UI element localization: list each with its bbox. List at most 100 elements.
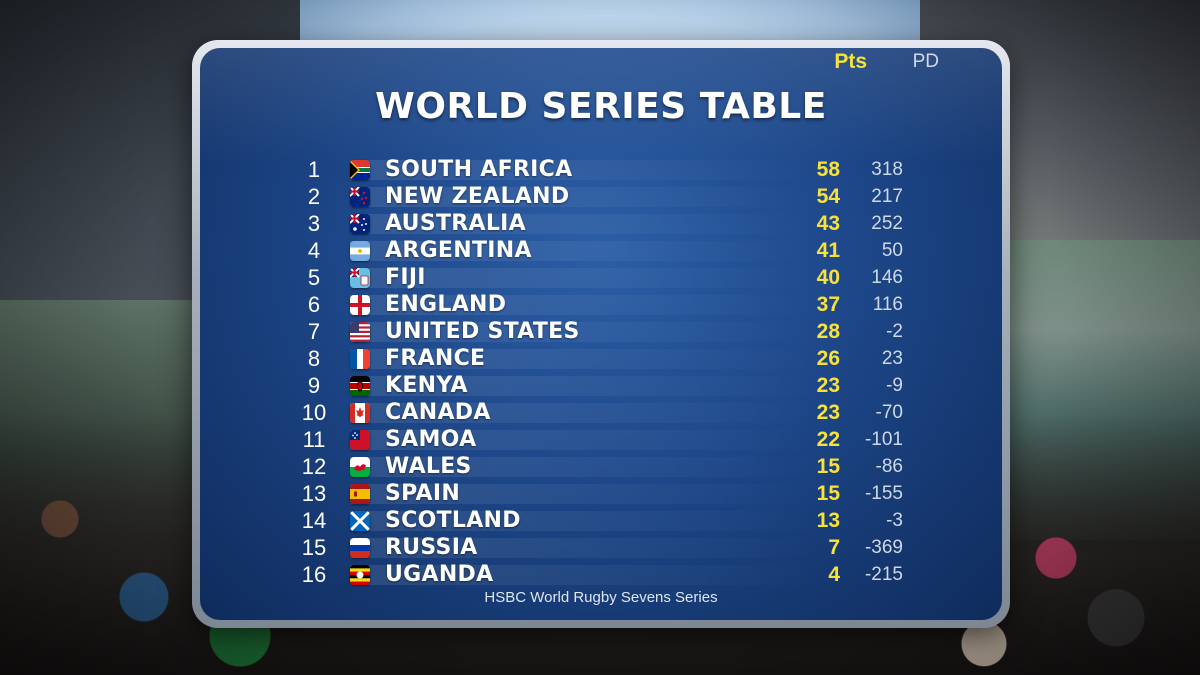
table-title: WORLD SERIES TABLE	[375, 86, 827, 127]
table-row: 12 WALES 15 -86	[200, 453, 1002, 480]
table-row: 1 SOUTH AFRICA 58 318	[200, 156, 1002, 183]
points: 23	[816, 374, 840, 397]
points: 58	[816, 158, 840, 181]
rank: 8	[307, 346, 321, 371]
rank: 6	[307, 292, 321, 317]
table-row: 9 KENYA 23 -9	[200, 372, 1002, 399]
point-difference-column-header: PD	[912, 51, 939, 72]
team-name: SAMOA	[385, 427, 477, 452]
points: 15	[816, 455, 840, 478]
team-name: SOUTH AFRICA	[385, 157, 573, 182]
rank: 2	[307, 184, 321, 209]
row-highlight	[350, 295, 820, 315]
point-difference: 252	[871, 213, 903, 234]
table-row: 6 ENGLAND 37 116	[200, 291, 1002, 318]
row-highlight	[350, 322, 820, 342]
team-name: SCOTLAND	[385, 508, 521, 533]
point-difference: -369	[864, 537, 903, 558]
standings-panel-inner: WORLD SERIES TABLE Pts PD 1 SOUTH AFRICA…	[200, 48, 1002, 620]
team-name: NEW ZEALAND	[385, 184, 570, 209]
points: 40	[816, 266, 840, 289]
points: 15	[816, 482, 840, 505]
point-difference: -155	[864, 483, 903, 504]
row-highlight	[350, 349, 820, 369]
table-row: 7 UNITED STATES 28 -2	[200, 318, 1002, 345]
row-highlight	[350, 187, 820, 207]
table-row: 11 SAMOA 22 -101	[200, 426, 1002, 453]
row-highlight	[350, 268, 820, 288]
row-highlight	[350, 241, 820, 261]
rank: 14	[301, 508, 327, 533]
point-difference: 318	[871, 159, 903, 180]
samoa-flag-icon	[350, 430, 370, 450]
rank: 10	[301, 400, 327, 425]
rank: 13	[301, 481, 327, 506]
points: 26	[816, 347, 840, 370]
table-row: 8 FRANCE 26 23	[200, 345, 1002, 372]
team-name: UGANDA	[385, 562, 494, 587]
south-africa-flag-icon	[350, 160, 370, 180]
team-name: CANADA	[385, 400, 491, 425]
scotland-flag-icon	[350, 511, 370, 531]
table-row: 4 ARGENTINA 41 50	[200, 237, 1002, 264]
rank: 12	[301, 454, 327, 479]
canada-flag-icon	[350, 403, 370, 423]
points-column-header: Pts	[834, 50, 867, 73]
table-row: 16 UGANDA 4 -215	[200, 561, 1002, 588]
row-highlight	[350, 430, 820, 450]
points: 37	[816, 293, 840, 316]
row-highlight	[350, 214, 820, 234]
standings-panel: WORLD SERIES TABLE Pts PD 1 SOUTH AFRICA…	[192, 40, 1010, 628]
wales-flag-icon	[350, 457, 370, 477]
points: 7	[828, 536, 840, 559]
team-name: KENYA	[385, 373, 468, 398]
series-footer: HSBC World Rugby Sevens Series	[484, 589, 718, 606]
table-row: 10 CANADA 23 -70	[200, 399, 1002, 426]
argentina-flag-icon	[350, 241, 370, 261]
row-highlight	[350, 160, 820, 180]
kenya-flag-icon	[350, 376, 370, 396]
row-highlight	[350, 484, 820, 504]
team-name: WALES	[385, 454, 472, 479]
row-highlight	[350, 511, 820, 531]
team-name: AUSTRALIA	[385, 211, 526, 236]
points: 28	[816, 320, 840, 343]
table-row: 15 RUSSIA 7 -369	[200, 534, 1002, 561]
spain-flag-icon	[350, 484, 370, 504]
australia-flag-icon	[350, 214, 370, 234]
fiji-flag-icon	[350, 268, 370, 288]
row-highlight	[350, 403, 820, 423]
points: 4	[828, 563, 840, 586]
team-name: ARGENTINA	[385, 238, 532, 263]
team-name: FIJI	[385, 265, 426, 290]
rank: 9	[307, 373, 321, 398]
rank: 3	[307, 211, 321, 236]
rank: 5	[307, 265, 321, 290]
point-difference: -70	[875, 402, 903, 423]
russia-flag-icon	[350, 538, 370, 558]
points: 23	[816, 401, 840, 424]
row-highlight	[350, 565, 820, 585]
point-difference: -86	[875, 456, 903, 477]
rank: 7	[307, 319, 321, 344]
rank: 11	[302, 427, 326, 452]
points: 41	[816, 239, 840, 262]
table-row: 13 SPAIN 15 -155	[200, 480, 1002, 507]
row-highlight	[350, 538, 820, 558]
table-row: 5 FIJI 40 146	[200, 264, 1002, 291]
rank: 4	[307, 238, 321, 263]
table-row: 2 NEW ZEALAND 54 217	[200, 183, 1002, 210]
point-difference: 116	[872, 294, 903, 315]
england-flag-icon	[350, 295, 370, 315]
point-difference: -3	[886, 510, 903, 531]
row-highlight	[350, 457, 820, 477]
rank: 16	[301, 562, 327, 587]
point-difference: 23	[881, 348, 903, 369]
new-zealand-flag-icon	[350, 187, 370, 207]
team-name: ENGLAND	[385, 292, 507, 317]
point-difference: 217	[871, 186, 903, 207]
points: 13	[816, 509, 840, 532]
table-row: 14 SCOTLAND 13 -3	[200, 507, 1002, 534]
united-states-flag-icon	[350, 322, 370, 342]
uganda-flag-icon	[350, 565, 370, 585]
